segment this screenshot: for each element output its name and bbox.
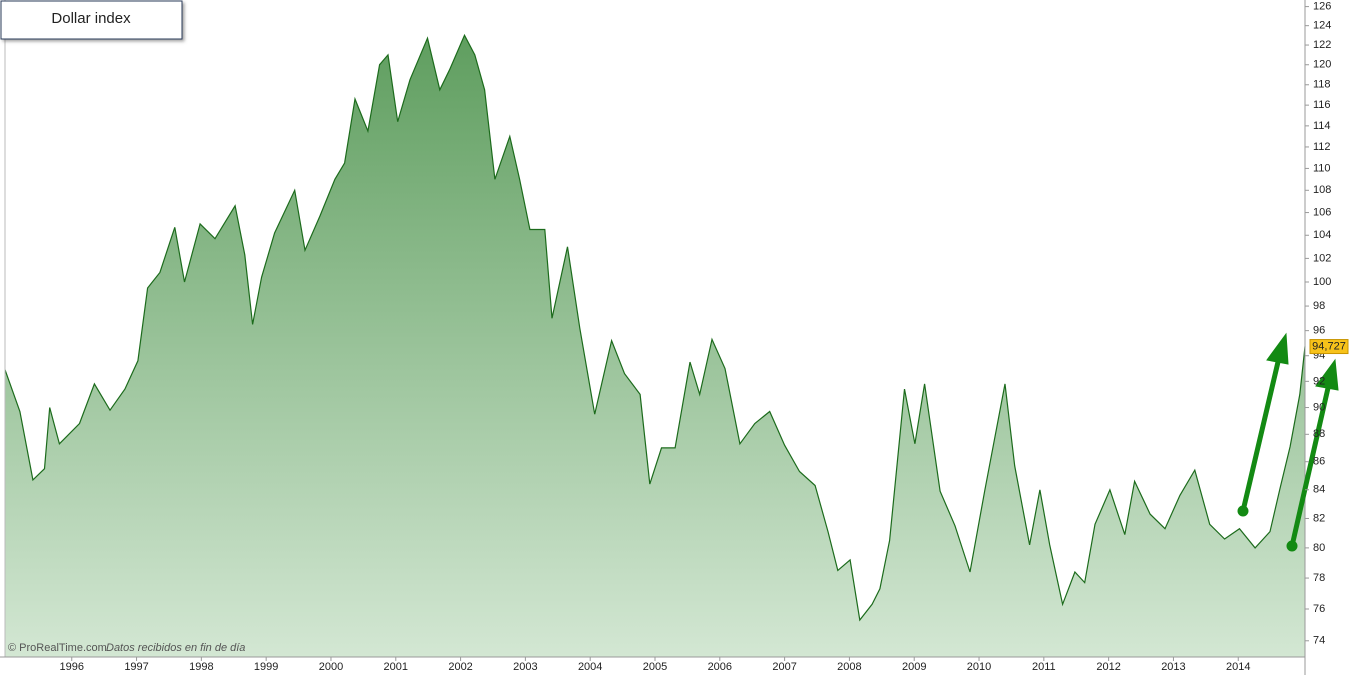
- y-tick-label: 104: [1313, 229, 1331, 241]
- arrows: [1237, 332, 1339, 552]
- y-tick-label: 112: [1313, 141, 1331, 153]
- x-tick-label: 2001: [384, 661, 408, 673]
- arrow-head: [1315, 358, 1339, 391]
- y-tick-label: 98: [1313, 300, 1325, 312]
- y-tick-label: 122: [1313, 39, 1331, 51]
- y-tick-label: 84: [1313, 484, 1325, 496]
- chart-title: Dollar index: [51, 10, 131, 27]
- x-tick-label: 2010: [967, 661, 991, 673]
- y-tick-label: 108: [1313, 184, 1331, 196]
- x-tick-label: 2012: [1096, 661, 1120, 673]
- x-tick-label: 2003: [513, 661, 537, 673]
- y-tick-label: 116: [1313, 99, 1331, 111]
- x-tick-label: 2013: [1161, 661, 1185, 673]
- arrow-shaft: [1240, 361, 1281, 512]
- last-value-badge: [1309, 339, 1349, 355]
- y-tick-label: 114: [1313, 120, 1331, 132]
- y-tick-label: 86: [1313, 456, 1325, 468]
- y-tick-label: 90: [1313, 401, 1325, 413]
- y-tick-label: 92: [1313, 375, 1325, 387]
- x-tick-label: 2009: [902, 661, 926, 673]
- x-tick-label: 2006: [708, 661, 732, 673]
- y-tick-label: 74: [1313, 635, 1325, 647]
- arrow-start: [1286, 540, 1298, 552]
- y-tick-label: 126: [1313, 1, 1331, 13]
- x-tick-label: 2011: [1032, 661, 1056, 673]
- title-box: [0, 0, 183, 40]
- y-tick-label: 102: [1313, 252, 1331, 264]
- last-value-label: 94,727: [1312, 340, 1346, 352]
- y-tick-label: 96: [1313, 325, 1325, 337]
- line: [4, 33, 1306, 622]
- y-tick-label: 118: [1313, 79, 1331, 91]
- area: [5, 35, 1305, 658]
- footer-note: Datos recibidos en fin de día: [106, 642, 245, 654]
- y-tick-label: 120: [1313, 59, 1331, 71]
- y-tick-label: 88: [1313, 428, 1325, 440]
- y-tick-label: 100: [1313, 276, 1331, 288]
- y-tick-label: 80: [1313, 542, 1325, 554]
- x-tick-label: 2004: [578, 661, 602, 673]
- y-tick-label: 110: [1313, 162, 1331, 174]
- plot: [4, 33, 1306, 658]
- x-tick-label: 2008: [837, 661, 861, 673]
- arrow-start: [1237, 505, 1249, 517]
- arrow-shaft: [1289, 387, 1331, 547]
- y-tick-label: 82: [1313, 512, 1325, 524]
- x-tick-label: 2000: [319, 661, 343, 673]
- y-tick-label: 76: [1313, 603, 1325, 615]
- x-tick-label: 1998: [189, 661, 213, 673]
- y-tick-label: 78: [1313, 572, 1325, 584]
- x-tick-label: 1997: [124, 661, 148, 673]
- y-tick-label: 124: [1313, 20, 1331, 32]
- x-tick-label: 1996: [60, 661, 84, 673]
- arrow-head: [1266, 332, 1289, 365]
- y-tick-label: 106: [1313, 206, 1331, 218]
- footer-source: © ProRealTime.com: [8, 642, 107, 654]
- x-tick-label: 2005: [643, 661, 667, 673]
- x-tick-label: 1999: [254, 661, 278, 673]
- x-tick-label: 2007: [772, 661, 796, 673]
- x-tick-label: 2002: [448, 661, 472, 673]
- x-tick-label: 2014: [1226, 661, 1250, 673]
